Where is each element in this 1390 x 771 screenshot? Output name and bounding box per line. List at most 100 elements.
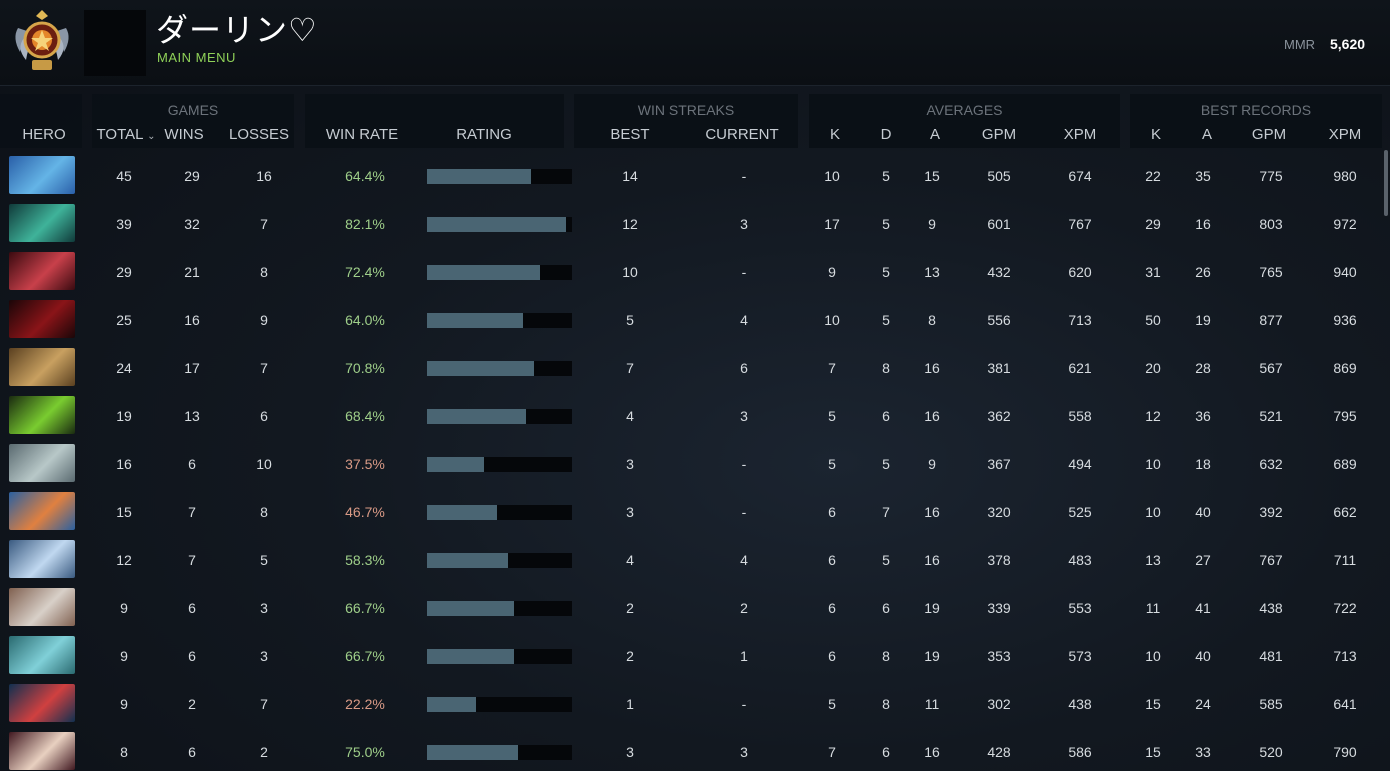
hero-portrait-icon[interactable] (9, 540, 75, 578)
column-header-win-rate[interactable]: WIN RATE (320, 126, 404, 143)
cell-avg-gpm: 601 (987, 216, 1011, 232)
cell-best-a: 28 (1195, 360, 1211, 376)
hero-portrait-icon[interactable] (9, 444, 75, 482)
hero-portrait-icon[interactable] (9, 204, 75, 242)
main-menu-link[interactable]: MAIN MENU (157, 50, 236, 65)
rating-bar (427, 745, 572, 760)
column-header-wins[interactable]: WINS (160, 126, 208, 143)
table-row[interactable]: 19 13 6 68.4% 4 3 5 6 16 362 558 12 36 521 795 (0, 392, 1382, 440)
column-header-avg-xpm[interactable]: XPM (1055, 126, 1105, 143)
table-row[interactable]: 39 32 7 82.1% 12 3 17 5 9 601 767 29 16 803 972 (0, 200, 1382, 248)
cell-best-xpm: 795 (1333, 408, 1357, 424)
hero-portrait-icon[interactable] (9, 252, 75, 290)
column-header-total[interactable]: TOTAL ⌄ (90, 126, 162, 143)
column-header-losses[interactable]: LOSSES (226, 126, 292, 143)
mmr-value: 5,620 (1330, 36, 1366, 52)
hero-portrait-icon[interactable] (9, 684, 75, 722)
cell-best-a: 35 (1195, 168, 1211, 184)
cell-losses: 7 (260, 216, 268, 232)
cell-avg-gpm: 339 (987, 600, 1011, 616)
cell-wins: 13 (184, 408, 200, 424)
rating-bar (427, 217, 572, 232)
hero-portrait-icon[interactable] (9, 492, 75, 530)
cell-avg-a: 11 (924, 696, 940, 712)
hero-portrait-icon[interactable] (9, 156, 75, 194)
column-header-streak-current-label: CURRENT (705, 126, 779, 143)
cell-total: 16 (116, 456, 132, 472)
mmr-label: MMR (1284, 37, 1316, 52)
table-row[interactable]: 25 16 9 64.0% 5 4 10 5 8 556 713 50 19 877 936 (0, 296, 1382, 344)
cell-avg-k: 5 (828, 696, 836, 712)
table-row[interactable]: 9 6 3 66.7% 2 2 6 6 19 339 553 11 41 438 722 (0, 584, 1382, 632)
table-row[interactable]: 9 2 7 22.2% 1 - 5 8 11 302 438 15 24 585 641 (0, 680, 1382, 728)
hero-portrait-icon[interactable] (9, 732, 75, 770)
cell-avg-xpm: 525 (1068, 504, 1092, 520)
cell-best-gpm: 632 (1259, 456, 1283, 472)
cell-avg-gpm: 432 (987, 264, 1011, 280)
cell-losses: 6 (260, 408, 268, 424)
column-header-avg-gpm[interactable]: GPM (974, 126, 1024, 143)
hero-portrait-icon[interactable] (9, 348, 75, 386)
rating-bar-fill (427, 457, 484, 472)
rating-bar (427, 169, 572, 184)
table-row[interactable]: 16 6 10 37.5% 3 - 5 5 9 367 494 10 18 632 689 (0, 440, 1382, 488)
scrollbar-thumb[interactable] (1384, 150, 1388, 216)
table-row[interactable]: 24 17 7 70.8% 7 6 7 8 16 381 621 20 28 567 869 (0, 344, 1382, 392)
cell-avg-a: 16 (924, 552, 940, 568)
hero-portrait-icon[interactable] (9, 300, 75, 338)
cell-losses: 9 (260, 312, 268, 328)
rating-bar (427, 553, 572, 568)
cell-wins: 7 (188, 504, 196, 520)
column-header-avg-d[interactable]: D (873, 126, 899, 143)
column-header-best-xpm[interactable]: XPM (1320, 126, 1370, 143)
cell-streak-current: 3 (740, 408, 748, 424)
cell-wins: 6 (188, 648, 196, 664)
column-header-best-a[interactable]: A (1194, 126, 1220, 143)
player-name: ダーリン♡ (156, 11, 318, 49)
rank-medal-icon (15, 10, 69, 70)
cell-win-rate: 64.4% (345, 168, 385, 184)
cell-avg-d: 5 (882, 168, 890, 184)
cell-win-rate: 82.1% (345, 216, 385, 232)
column-header-avg-k[interactable]: K (822, 126, 848, 143)
column-header-avg-a[interactable]: A (922, 126, 948, 143)
table-row[interactable]: 9 6 3 66.7% 2 1 6 8 19 353 573 10 40 481 713 (0, 632, 1382, 680)
hero-portrait-icon[interactable] (9, 636, 75, 674)
cell-avg-a: 16 (924, 504, 940, 520)
column-header-streak-current[interactable]: CURRENT (700, 126, 784, 143)
cell-win-rate: 68.4% (345, 408, 385, 424)
column-header-hero-label: HERO (22, 126, 66, 143)
cell-avg-gpm: 378 (987, 552, 1011, 568)
table-row[interactable]: 29 21 8 72.4% 10 - 9 5 13 432 620 31 26 765 940 (0, 248, 1382, 296)
cell-win-rate: 72.4% (345, 264, 385, 280)
hero-portrait-icon[interactable] (9, 588, 75, 626)
cell-best-k: 29 (1145, 216, 1161, 232)
cell-best-xpm: 711 (1333, 552, 1357, 568)
cell-avg-k: 6 (828, 552, 836, 568)
column-header-best-k[interactable]: K (1143, 126, 1169, 143)
cell-best-gpm: 521 (1259, 408, 1283, 424)
rating-bar (427, 601, 572, 616)
cell-streak-current: - (741, 696, 747, 712)
cell-avg-xpm: 573 (1068, 648, 1092, 664)
cell-best-xpm: 790 (1333, 744, 1357, 760)
cell-total: 45 (116, 168, 132, 184)
column-header-rating[interactable]: RATING (444, 126, 524, 143)
table-row[interactable]: 15 7 8 46.7% 3 - 6 7 16 320 525 10 40 392 662 (0, 488, 1382, 536)
cell-avg-d: 5 (882, 312, 890, 328)
table-row[interactable]: 45 29 16 64.4% 14 - 10 5 15 505 674 22 35 775 980 (0, 152, 1382, 200)
cell-streak-current: 1 (740, 648, 748, 664)
table-row[interactable]: 12 7 5 58.3% 4 4 6 5 16 378 483 13 27 767 711 (0, 536, 1382, 584)
table-row[interactable]: 8 6 2 75.0% 3 3 7 6 16 428 586 15 33 520 790 (0, 728, 1382, 771)
rating-bar (427, 265, 572, 280)
hero-portrait-icon[interactable] (9, 396, 75, 434)
column-header-streak-best[interactable]: BEST (600, 126, 660, 143)
column-header-hero[interactable]: HERO (4, 126, 84, 143)
column-header-best-gpm[interactable]: GPM (1244, 126, 1294, 143)
column-header-streak-best-label: BEST (610, 126, 650, 143)
cell-best-a: 19 (1195, 312, 1211, 328)
cell-avg-gpm: 505 (987, 168, 1011, 184)
hero-header-panel (0, 94, 82, 148)
cell-wins: 29 (184, 168, 200, 184)
player-avatar[interactable] (84, 10, 146, 76)
